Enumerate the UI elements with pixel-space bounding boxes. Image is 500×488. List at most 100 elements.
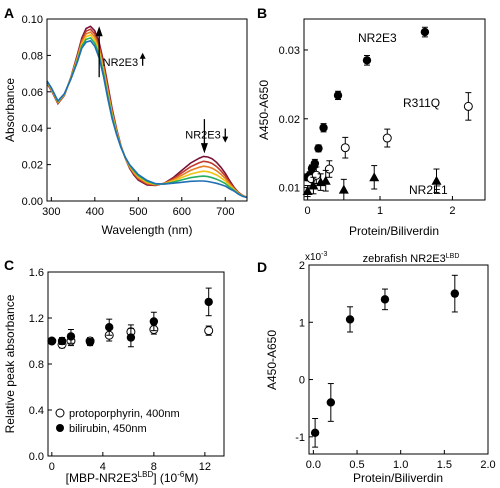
data-point-r311q [324, 164, 334, 174]
annotation-up-arrow [139, 52, 146, 59]
y-tick-label-b: 0.01 [279, 183, 300, 195]
scale-factor-exp: -3 [321, 251, 327, 258]
x-tick-label-c: 0 [49, 461, 55, 473]
plot-frame-a [46, 18, 248, 202]
absorbance-curve-3 [46, 31, 248, 199]
panel-b: 0 1 2 0.01 0.02 0.03 A450-A650 Protein/Bilive… [257, 18, 486, 238]
x-label-c-unit: M) [184, 471, 198, 485]
x-tick-label-d: 1.5 [437, 459, 452, 471]
axis-ticks-b: 0 1 2 0.01 0.02 0.03 [279, 45, 456, 217]
y-tick-label-c: 0.4 [29, 405, 44, 417]
plot-frame-d [308, 264, 489, 455]
axis-ticks-c: 0 4 8 12 0.0 0.4 0.8 1.2 1.6 [29, 267, 211, 473]
panel-a: 300 400 500 600 7000.000.020.040.060.080.10 … [3, 14, 248, 237]
y-tick-label-a: 0.06 [22, 87, 43, 99]
data-point-nr2e3 [310, 159, 320, 168]
y-tick-label-a: 0.04 [22, 123, 43, 135]
absorbance-curve-2 [46, 28, 248, 199]
y-axis-label-d: A450-A650 [265, 330, 279, 390]
legend-marker-bilirubin [56, 424, 64, 432]
y-tick-label-a: 0.00 [22, 196, 43, 208]
x-label-c-sup: LBD [138, 470, 154, 479]
x-axis-label-d: Protein/Biliverdin [353, 471, 443, 485]
data-points-d [310, 274, 460, 448]
arrow-up-icon [95, 26, 103, 37]
y-tick-label-d: 2 [299, 260, 305, 272]
x-tick-label-d: 1.0 [393, 459, 408, 471]
y-tick-label-d: -1 [295, 432, 305, 444]
x-tick-label-a: 500 [129, 206, 147, 218]
x-label-c-exp: -6 [177, 470, 185, 479]
legend-label-protoporphyrin: protoporphyrin, 400nm [69, 408, 180, 420]
x-label-c-tail: ] (10 [153, 471, 177, 485]
x-tick-label-a: 600 [173, 206, 191, 218]
data-point-zebrafish-nr2e3 [326, 398, 336, 407]
data-point-protoporphyrin-400nm [204, 326, 214, 336]
y-axis-label-c: Relative peak absorbance [3, 294, 17, 433]
x-label-c-main: [MBP-NR2E3 [66, 471, 138, 485]
y-tick-label-b: 0.03 [279, 45, 300, 57]
panel-letter-d: D [257, 259, 267, 275]
scale-factor-base: x10 [305, 252, 322, 263]
x-tick-label-b: 1 [377, 205, 383, 217]
data-point-nr2e3 [420, 27, 430, 37]
y-axis-label-a: Absorbance [3, 78, 17, 142]
y-tick-label-c: 1.2 [29, 313, 44, 325]
legend-c: protoporphyrin, 400nm bilirubin, 450nm [55, 408, 180, 435]
data-point-r311q [463, 101, 473, 111]
data-point-zebrafish-nr2e3 [450, 289, 460, 298]
data-point-bilirubin-450nm [85, 337, 95, 347]
x-axis-label-a: Wavelength (nm) [102, 223, 193, 237]
data-point-bilirubin-450nm [57, 336, 67, 346]
plot-frame-b [303, 18, 486, 201]
data-point-bilirubin-450nm [66, 332, 76, 341]
x-axis-label-c: [MBP-NR2E3LBD] (10-6M) [66, 470, 199, 485]
annotation-down-arrow [222, 136, 229, 143]
series-label-r311q: R311Q [403, 96, 440, 110]
title-d-main: zebrafish NR2E3 [363, 253, 446, 265]
y-axis-label-b: A450-A650 [257, 80, 271, 140]
series-label-nr2e1: NR2E1 [409, 183, 448, 197]
data-point-nr2e1 [338, 184, 349, 194]
data-point-nr2e1 [431, 175, 442, 185]
y-tick-label-d: 0 [299, 375, 305, 387]
data-point-nr2e1 [320, 175, 331, 185]
scale-factor-d: x10-3 [305, 251, 327, 263]
chart-title-d: zebrafish NR2E3LBD [363, 253, 460, 265]
data-point-r311q [382, 133, 392, 143]
y-tick-label-a: 0.02 [22, 160, 43, 172]
annotation-down-label: NR2E3 [185, 130, 220, 142]
data-point-nr2e3 [319, 123, 328, 132]
axis-ticks-a: 300 400 500 600 700 0.00 0.02 0.04 0.06 0.08 0.10 [22, 14, 235, 218]
data-point-bilirubin-450nm [126, 333, 136, 342]
x-tick-label-c: 12 [199, 461, 211, 473]
panel-c: 0 4 8 12 0.0 0.4 0.8 1.2 1.6 protoporphyrin, 400… [3, 267, 225, 485]
legend-label-bilirubin: bilirubin, 450nm [69, 423, 147, 435]
data-point-zebrafish-nr2e3 [380, 295, 390, 304]
annotations-a: NR2E3 NR2E3 [95, 26, 229, 154]
title-d-sup: LBD [446, 253, 460, 260]
y-tick-label-b: 0.02 [279, 114, 300, 126]
data-point-bilirubin-450nm [204, 297, 213, 307]
data-point-r311q [340, 143, 350, 153]
panel-letter-a: A [4, 5, 14, 21]
absorbance-curves [46, 25, 248, 199]
y-tick-label-c: 0.0 [29, 451, 44, 463]
x-tick-label-a: 300 [42, 206, 60, 218]
arrow-down-icon [200, 143, 208, 154]
data-point-nr2e1 [302, 186, 313, 196]
y-tick-label-c: 1.6 [29, 267, 44, 279]
x-tick-label-b: 2 [449, 205, 455, 217]
x-tick-label-d: 0.5 [349, 459, 364, 471]
x-tick-label-d: 2.0 [480, 459, 495, 471]
panel-letter-b: B [257, 5, 267, 21]
data-point-nr2e1 [308, 180, 319, 190]
data-point-bilirubin-450nm [149, 317, 159, 326]
series-label-nr2e3: NR2E3 [358, 31, 397, 45]
data-point-zebrafish-nr2e3 [310, 428, 320, 438]
data-point-bilirubin-450nm [105, 323, 114, 332]
x-tick-label-d: 0.0 [306, 459, 321, 471]
x-tick-label-a: 700 [216, 206, 234, 218]
axis-ticks-d: 0.0 0.5 1.0 1.5 2.0 -1 0 1 2 [295, 260, 495, 471]
y-tick-label-a: 0.10 [22, 14, 43, 26]
